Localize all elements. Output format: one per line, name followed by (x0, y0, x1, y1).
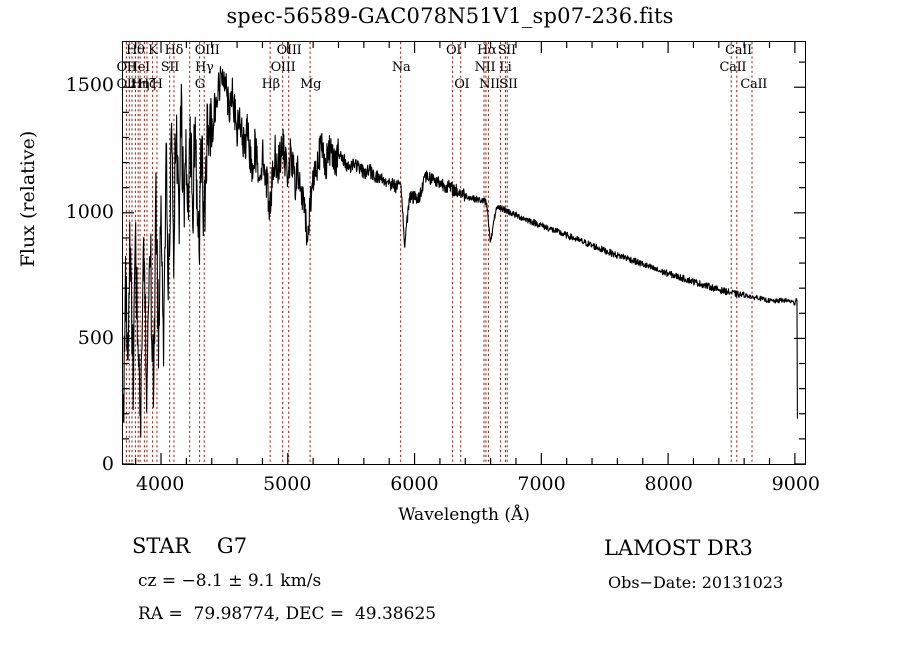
spectral-line-label: Hζ (138, 77, 156, 92)
spectral-line-label: Li (499, 60, 512, 75)
spectral-line-label: OII (116, 77, 137, 92)
object-type-label: STAR G7 (132, 534, 248, 558)
spectral-line-label: OIII (194, 43, 220, 58)
spectral-line-label: SII (499, 77, 518, 92)
spectral-line-label: OIII (270, 60, 296, 75)
y-tick-label: 500 (77, 326, 114, 349)
spectral-line-label: Hα (476, 43, 497, 58)
x-tick-label: 5000 (263, 473, 312, 495)
spectral-line-label: CaII (725, 43, 752, 58)
spectral-line-label: NII (474, 60, 496, 75)
axis-ticks-layer (123, 42, 805, 464)
spectral-line-label: Hη (130, 77, 150, 92)
spectral-line-label: G (194, 77, 205, 92)
x-tick-label: 7000 (517, 473, 566, 495)
spectral-line-label: Mg (300, 77, 322, 92)
marker-lines-layer (123, 42, 805, 464)
survey-label: LAMOST DR3 (604, 536, 753, 560)
spectral-line-label: NII (479, 77, 500, 92)
spectral-line-label: K (148, 43, 158, 58)
spectral-line-label: HeI (126, 60, 151, 75)
redshift-velocity-label: cz = −8.1 ± 9.1 km/s (138, 571, 322, 591)
spectral-line-label: SII (160, 60, 180, 75)
spectral-line-label: CaII (740, 77, 768, 92)
spectrum-curve-layer (123, 42, 805, 464)
x-tick-label: 6000 (390, 473, 439, 495)
spectral-line-label: Hβ (261, 77, 281, 92)
x-axis-title: Wavelength (Å) (398, 505, 530, 525)
spectral-line-label: CaII (719, 60, 747, 75)
obs-date-label: Obs−Date: 20131023 (608, 573, 784, 592)
spectral-line-label: Hθ (125, 43, 145, 58)
x-tick-label: 4000 (135, 473, 185, 495)
spectral-line-label: OI (454, 77, 470, 92)
coordinates-label: RA = 79.98774, DEC = 49.38625 (138, 604, 437, 624)
plot-clip (123, 42, 805, 464)
spectral-line-label: Hγ (194, 60, 214, 75)
y-tick-label: 1000 (65, 200, 114, 223)
y-tick-label: 0 (101, 453, 114, 475)
spectral-line-label: H (151, 77, 163, 92)
spectral-line-label: OIII (276, 43, 302, 58)
spectral-line-label: OII (116, 60, 137, 75)
plot-area: Hθ K Hδ OIII OIII OI Hα SII CaII OII HeI SII Hγ OIII N… (116, 41, 806, 465)
spectral-line-label: Na (391, 60, 411, 75)
y-tick-label: 1500 (65, 74, 114, 97)
page-title: spec-56589-GAC078N51V1_sp07-236.fits (226, 4, 674, 28)
x-tick-label: 9000 (771, 473, 820, 495)
spectral-line-label: OI (446, 43, 462, 58)
spectral-line-label: SII (497, 43, 517, 58)
spectral-line-label: Hδ (164, 43, 184, 58)
x-tick-label: 8000 (644, 473, 693, 495)
